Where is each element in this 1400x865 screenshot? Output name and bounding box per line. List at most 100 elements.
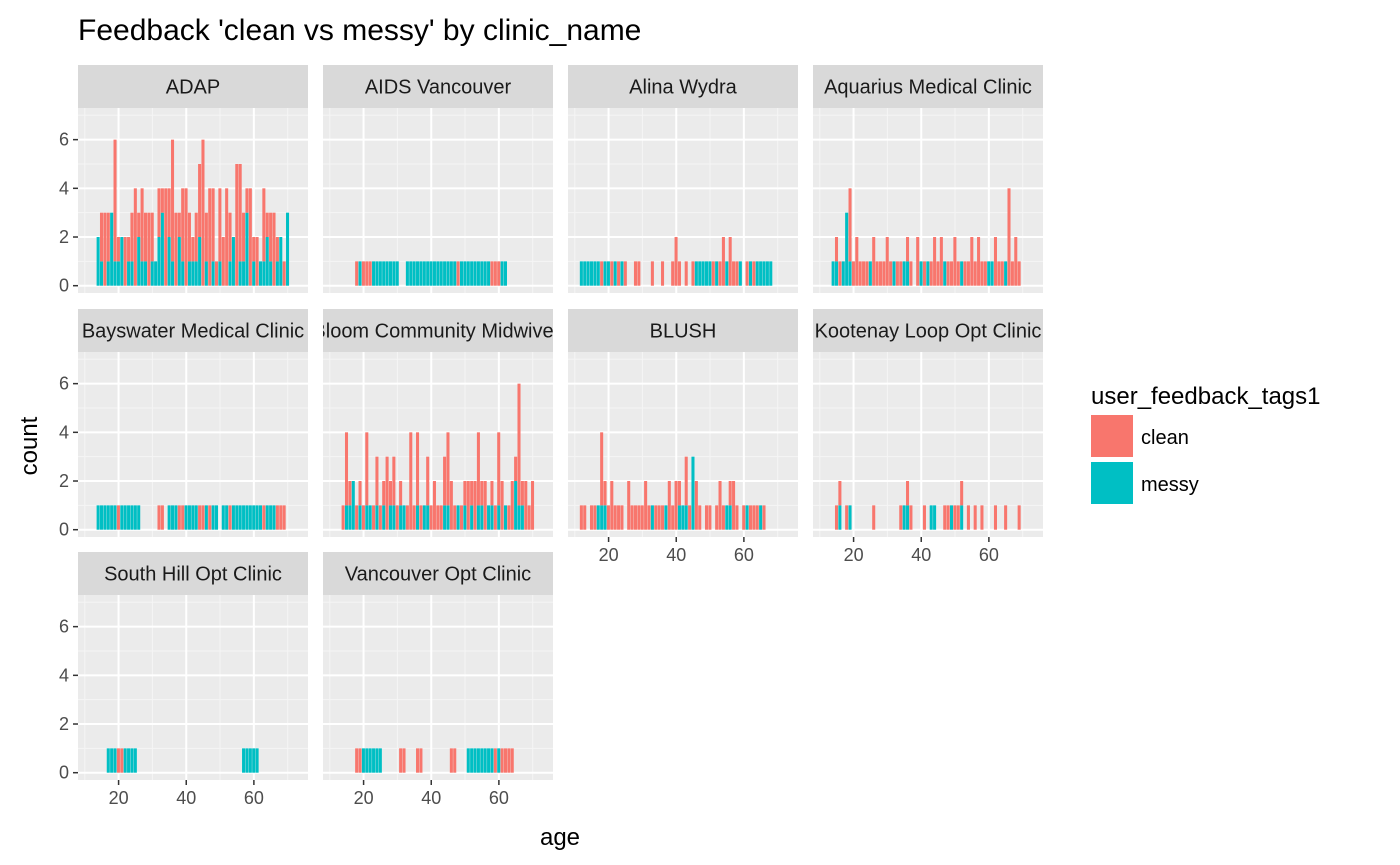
bar-messy-age-66 [272, 505, 276, 530]
bar-clean-age-31 [399, 748, 403, 773]
facet-strip-label: Bloom Community Midwives [312, 321, 563, 343]
y-tick-label: 2 [59, 714, 69, 734]
bar-clean-age-41 [922, 261, 926, 286]
bar-clean-age-20 [361, 505, 365, 530]
bar-clean-age-51 [956, 261, 960, 286]
bar-clean-age-25 [378, 505, 382, 530]
bar-messy-age-23 [372, 261, 376, 286]
bar-messy-age-61 [255, 748, 259, 773]
bar-messy-age-33 [650, 505, 654, 530]
facet-strip [568, 65, 798, 108]
bar-messy-age-56 [483, 748, 487, 773]
bar-clean-age-56 [238, 163, 242, 262]
bar-clean-age-22 [613, 505, 617, 530]
bar-clean-age-22 [368, 261, 372, 286]
bar-messy-age-28 [388, 261, 392, 286]
bar-messy-age-46 [694, 261, 698, 286]
bar-clean-age-28 [878, 261, 882, 286]
bars [831, 188, 1021, 286]
bar-messy-age-46 [204, 261, 208, 286]
bars [579, 432, 766, 530]
bar-messy-age-41 [677, 505, 681, 530]
bar-messy-age-54 [476, 261, 480, 286]
bar-clean-age-24 [130, 212, 134, 262]
bar-clean-age-69 [282, 505, 286, 530]
bar-clean-age-22 [123, 237, 127, 286]
bar-clean-age-31 [644, 481, 648, 530]
bar-messy-age-60 [497, 748, 501, 773]
bar-clean-age-15 [344, 432, 349, 506]
bar-clean-age-63 [262, 505, 266, 530]
bar-messy-age-15 [589, 261, 594, 286]
bar-clean-age-19 [603, 481, 607, 506]
bar-clean-age-54 [966, 261, 970, 286]
bar-messy-age-58 [245, 505, 249, 530]
bar-clean-age-50 [953, 505, 957, 530]
facet-vancouver-opt-clinic: Vancouver Opt Clinic 20 40 60 [323, 552, 553, 808]
bar-clean-age-39 [426, 456, 430, 506]
bar-clean-age-19 [848, 188, 852, 262]
bar-messy-age-23 [372, 748, 376, 773]
bar-clean-age-50 [953, 237, 957, 286]
bar-messy-age-18 [110, 505, 114, 530]
bar-messy-age-66 [762, 261, 766, 286]
bar-messy-age-24 [375, 748, 379, 773]
bar-clean-age-63 [752, 261, 756, 286]
bar-clean-age-28 [388, 481, 392, 506]
bar-messy-age-36 [171, 261, 175, 286]
bar-messy-age-23 [127, 505, 131, 530]
bar-clean-age-56 [973, 261, 977, 286]
y-axis: 0 2 4 6 [59, 374, 78, 540]
chart-title: Feedback 'clean vs messy' by clinic_name [78, 14, 641, 47]
bar-messy-age-60 [252, 505, 256, 530]
bar-messy-age-17 [106, 261, 110, 286]
bar-clean-age-35 [412, 505, 416, 530]
bar-messy-age-54 [476, 748, 480, 773]
bar-clean-age-52 [715, 505, 719, 530]
bar-messy-age-19 [113, 748, 117, 773]
bar-messy-age-22 [368, 505, 372, 530]
bar-clean-age-24 [865, 261, 869, 286]
bar-clean-age-34 [654, 505, 658, 530]
bar-clean-age-26 [382, 481, 386, 506]
bar-clean-age-60 [497, 261, 501, 286]
facet-strip [568, 309, 798, 352]
x-axis: 20 40 60 [844, 537, 999, 565]
bar-clean-age-66 [272, 212, 276, 286]
bar-messy-age-50 [708, 261, 712, 286]
bar-clean-age-61 [255, 237, 259, 286]
bar-messy-age-17 [596, 261, 600, 286]
bar-messy-age-37 [174, 505, 178, 530]
legend-title: user_feedback_tags1 [1091, 383, 1321, 410]
bar-clean-age-18 [355, 748, 359, 773]
bar-clean-age-33 [405, 505, 409, 530]
bar-messy-age-32 [402, 505, 406, 530]
bar-messy-age-22 [613, 261, 617, 286]
facet-strip-label: Aquarius Medical Clinic [824, 77, 1032, 99]
x-tick-label: 40 [176, 788, 196, 808]
bar-messy-age-45 [691, 456, 695, 530]
bar-messy-age-65 [759, 505, 763, 530]
bar-clean-age-35 [657, 505, 661, 530]
bar-clean-age-63 [262, 188, 266, 262]
bar-messy-age-19 [848, 261, 852, 286]
bar-clean-age-37 [909, 261, 913, 286]
bar-clean-age-46 [939, 237, 943, 286]
bar-messy-age-62 [748, 261, 752, 286]
bar-clean-age-39 [671, 505, 675, 530]
facet-strip-label: Bayswater Medical Clinic [82, 321, 304, 343]
bar-clean-age-63 [507, 748, 511, 773]
bar-messy-age-65 [514, 481, 518, 530]
bar-messy-age-33 [160, 212, 164, 286]
bars [341, 383, 535, 530]
bar-messy-age-18 [110, 212, 114, 286]
bar-messy-age-40 [919, 261, 923, 286]
bar-messy-age-61 [990, 261, 994, 286]
bar-messy-age-54 [231, 237, 235, 286]
bar-messy-age-16 [348, 505, 352, 530]
bar-messy-age-56 [483, 261, 487, 286]
bar-messy-age-15 [344, 505, 349, 530]
bars [834, 481, 1021, 530]
facet-strip [813, 65, 1043, 108]
bar-clean-age-21 [855, 237, 859, 286]
